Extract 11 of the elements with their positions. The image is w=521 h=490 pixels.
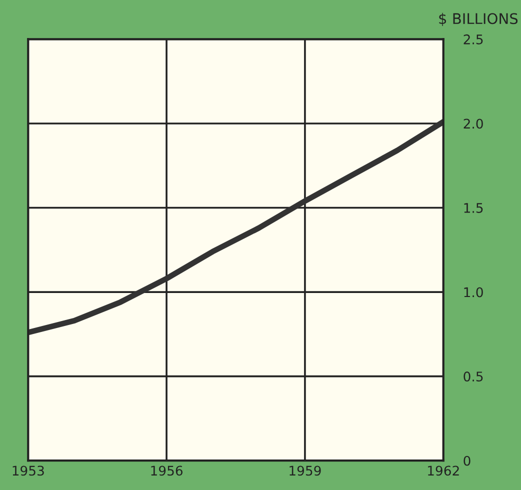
y-tick-label: 1.5 <box>464 203 483 213</box>
y-tick-label: 2.0 <box>464 118 483 129</box>
x-tick-label: 1956 <box>151 466 183 476</box>
y-axis-title: $ BILLIONS <box>439 12 518 26</box>
y-tick-label: 1.0 <box>464 287 483 298</box>
y-tick-label: 0 <box>464 456 470 466</box>
x-tick-label: 1959 <box>290 466 321 476</box>
x-tick-label: 1962 <box>428 466 459 476</box>
x-tick-label: 1953 <box>12 466 44 476</box>
y-tick-label: 0.5 <box>464 372 483 382</box>
y-tick-label: 2.5 <box>464 34 483 44</box>
